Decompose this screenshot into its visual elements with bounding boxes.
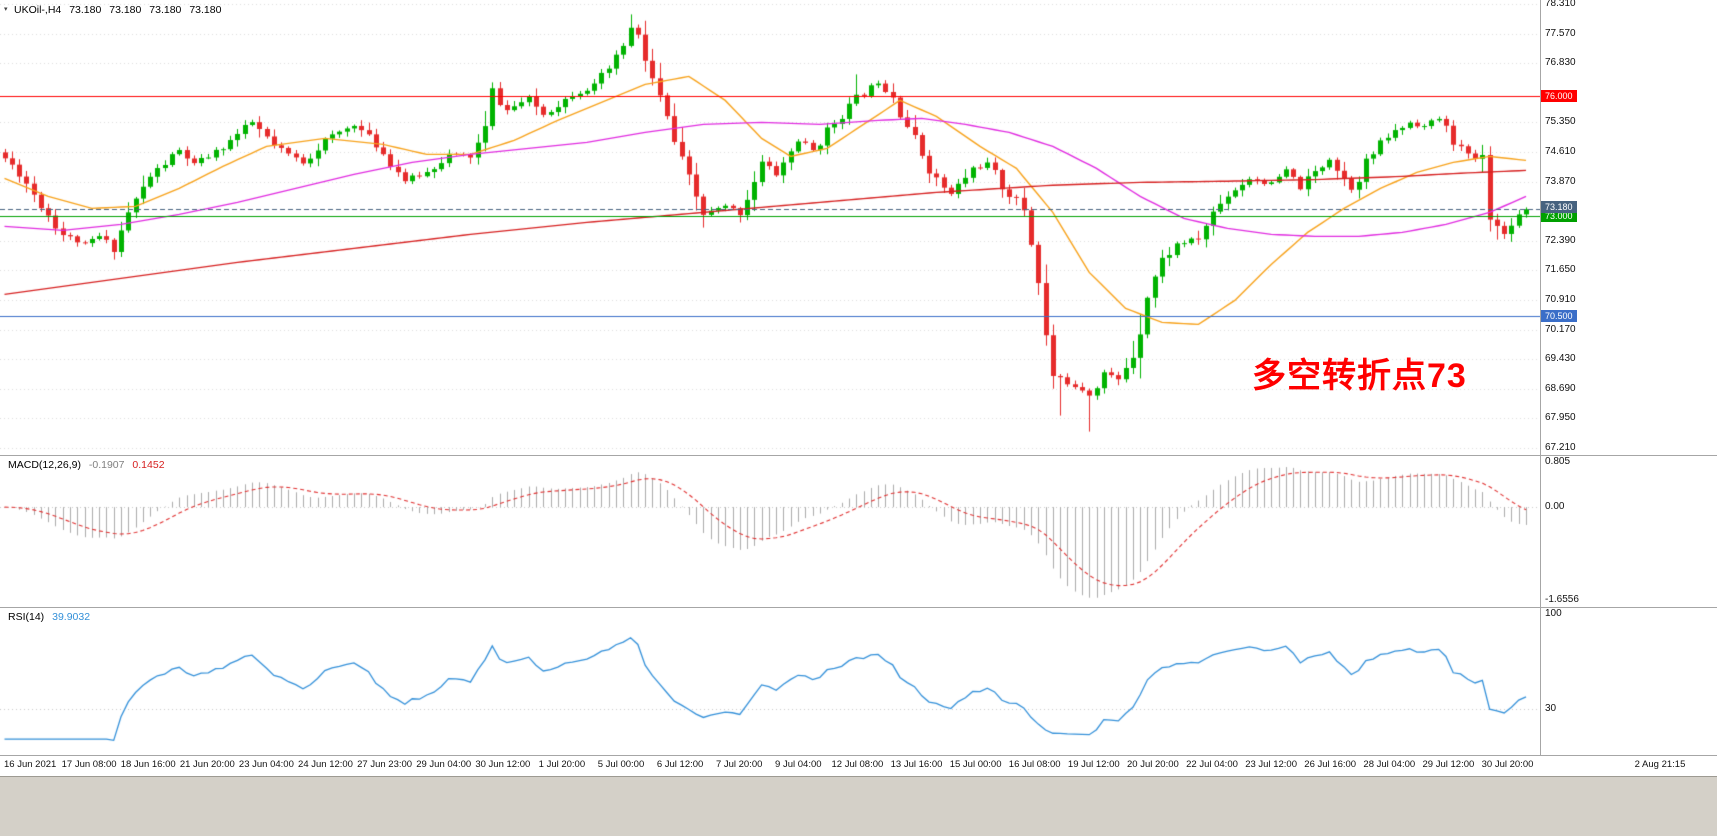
axis-tick-label: 70.170 bbox=[1545, 323, 1576, 335]
price-level-badge: 73.180 bbox=[1541, 201, 1577, 214]
time-tick-label: 5 Jul 00:00 bbox=[597, 759, 645, 770]
panel-separator[interactable] bbox=[0, 607, 1717, 608]
chart-title: UKOil-,H4 73.180 73.180 73.180 73.180 bbox=[14, 4, 226, 16]
chart-corner-icon: ▾ bbox=[4, 6, 8, 13]
time-tick-label: 12 Jul 08:00 bbox=[831, 759, 884, 770]
axis-tick-label: 30 bbox=[1545, 702, 1557, 714]
time-tick-label: 29 Jun 04:00 bbox=[416, 759, 472, 770]
macd-name: MACD(12,26,9) bbox=[8, 459, 81, 471]
rsi-value: 39.9032 bbox=[52, 611, 91, 623]
macd-indicator-canvas[interactable] bbox=[0, 456, 1540, 607]
time-tick-label: 24 Jun 12:00 bbox=[298, 759, 353, 770]
price-open-value: 73.180 bbox=[69, 4, 102, 16]
time-tick-label: 23 Jul 12:00 bbox=[1245, 759, 1297, 770]
time-axis[interactable]: 16 Jun 2021 17 Jun 08:00 18 Jun 16:00 21 Ju… bbox=[0, 756, 1717, 775]
time-tick-label: 27 Jun 23:00 bbox=[357, 759, 413, 770]
panel-separator bbox=[0, 755, 1717, 756]
time-tick-label: 30 Jul 20:00 bbox=[1481, 759, 1534, 770]
axis-tick-label: 69.430 bbox=[1545, 353, 1576, 365]
time-tick-label: 16 Jun 2021 bbox=[4, 759, 57, 770]
price-level-badge: 76.000 bbox=[1541, 90, 1577, 103]
time-tick-label: 2 Aug 21:15 bbox=[1634, 759, 1686, 770]
rsi-indicator-canvas[interactable] bbox=[0, 608, 1540, 755]
axis-tick-label: 74.610 bbox=[1545, 146, 1576, 157]
price-axis[interactable]: 78.310 77.570 76.830 75.350 74.610 73.870 72.3… bbox=[1540, 0, 1717, 455]
price-axis-border bbox=[1540, 0, 1541, 755]
time-tick-label: 26 Jul 16:00 bbox=[1304, 759, 1357, 770]
time-tick-label: 17 Jun 08:00 bbox=[61, 759, 117, 770]
rsi-name: RSI(14) bbox=[8, 611, 45, 623]
time-tick-label: 29 Jul 12:00 bbox=[1422, 759, 1475, 770]
axis-tick-label: 76.830 bbox=[1545, 57, 1576, 69]
axis-tick-label: 67.210 bbox=[1545, 442, 1576, 453]
axis-tick-label: 78.310 bbox=[1545, 0, 1576, 9]
price-close-value: 73.180 bbox=[189, 4, 222, 16]
axis-tick-label: 71.650 bbox=[1545, 264, 1576, 276]
time-tick-label: 30 Jun 12:00 bbox=[475, 759, 531, 770]
time-tick-label: 7 Jul 20:00 bbox=[715, 759, 763, 770]
price-high-value: 73.180 bbox=[109, 4, 142, 16]
time-tick-label: 22 Jul 04:00 bbox=[1186, 759, 1238, 770]
axis-tick-label: 67.950 bbox=[1545, 412, 1576, 424]
time-tick-label: 28 Jul 04:00 bbox=[1363, 759, 1416, 770]
price-level-badge: 73.000 bbox=[1541, 210, 1577, 223]
price-level-badge: 70.500 bbox=[1541, 310, 1577, 323]
time-tick-label: 16 Jul 08:00 bbox=[1008, 759, 1061, 770]
time-tick-label: 15 Jul 00:00 bbox=[949, 759, 1002, 770]
rsi-indicator-label: RSI(14) 39.9032 bbox=[8, 611, 95, 623]
macd-main-value: -0.1907 bbox=[88, 459, 125, 471]
axis-tick-label: 0.805 bbox=[1545, 456, 1571, 467]
symbol-timeframe-label: UKOil-,H4 bbox=[14, 4, 62, 16]
axis-tick-label: 77.570 bbox=[1545, 27, 1576, 39]
time-tick-label: 20 Jul 20:00 bbox=[1127, 759, 1179, 770]
axis-tick-label: 72.390 bbox=[1545, 234, 1576, 246]
time-tick-label: 18 Jun 16:00 bbox=[120, 759, 176, 770]
time-tick-label: 19 Jul 12:00 bbox=[1067, 759, 1120, 770]
time-tick-label: 21 Jun 20:00 bbox=[179, 759, 235, 770]
time-tick-label: 6 Jul 12:00 bbox=[656, 759, 704, 770]
axis-tick-label: 0.00 bbox=[1545, 501, 1565, 513]
time-tick-label: 23 Jun 04:00 bbox=[238, 759, 294, 770]
chart-annotation-text: 多空转折点73 bbox=[1252, 357, 1467, 395]
axis-tick-label: 100 bbox=[1545, 607, 1562, 619]
axis-tick-label: 73.870 bbox=[1545, 175, 1576, 187]
window-bottom-area bbox=[0, 776, 1717, 836]
macd-signal-value: 0.1452 bbox=[132, 459, 165, 471]
time-tick-label: 9 Jul 04:00 bbox=[775, 759, 822, 770]
macd-axis: 0.805 0.00 -1.6556 bbox=[1540, 456, 1717, 607]
panel-separator[interactable] bbox=[0, 455, 1717, 456]
axis-tick-label: -1.6556 bbox=[1545, 593, 1579, 605]
price-low-value: 73.180 bbox=[149, 4, 182, 16]
macd-indicator-label: MACD(12,26,9) -0.1907 0.1452 bbox=[8, 459, 170, 471]
axis-tick-label: 75.350 bbox=[1545, 116, 1576, 128]
time-tick-label: 13 Jul 16:00 bbox=[890, 759, 943, 770]
axis-tick-label: 68.690 bbox=[1545, 382, 1576, 394]
time-tick-label: 1 Jul 20:00 bbox=[538, 759, 586, 770]
price-chart-canvas[interactable] bbox=[0, 0, 1540, 455]
axis-tick-label: 70.910 bbox=[1545, 294, 1576, 305]
rsi-axis: 100 30 bbox=[1540, 608, 1717, 755]
